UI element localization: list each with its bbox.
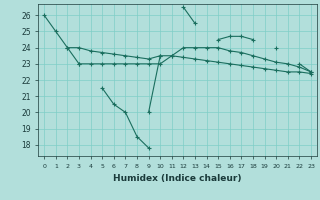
X-axis label: Humidex (Indice chaleur): Humidex (Indice chaleur) [113,174,242,183]
